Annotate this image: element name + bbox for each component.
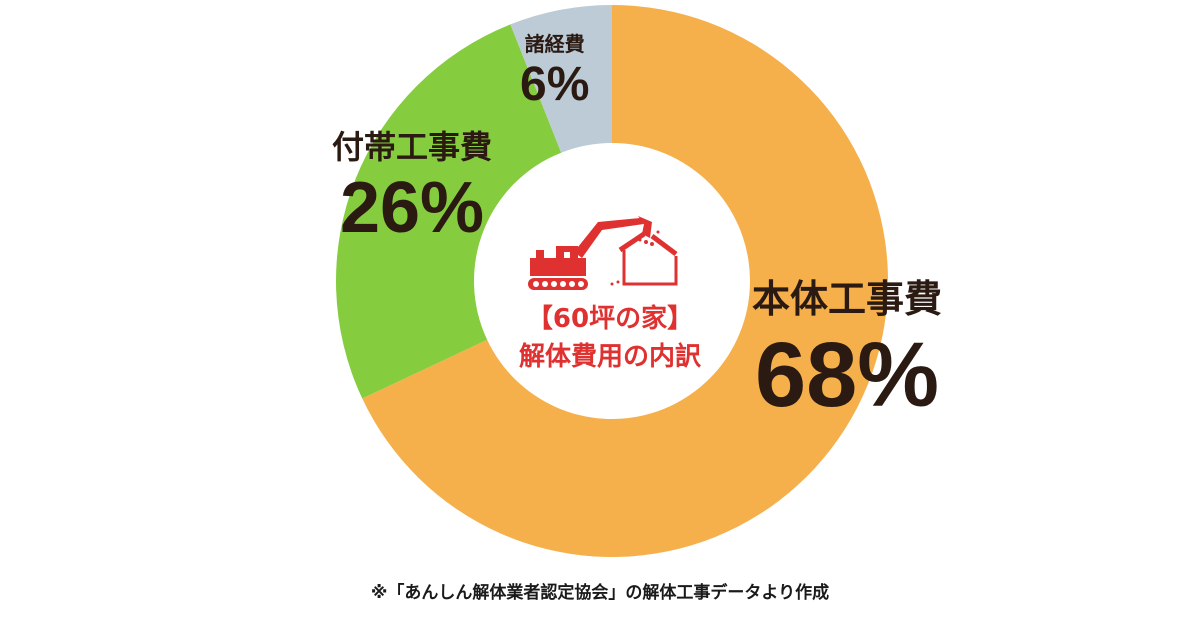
label-main-construction: 本体工事費 68%	[752, 277, 943, 426]
source-footnote: ※「あんしん解体業者認定協会」の解体工事データより作成	[370, 583, 830, 603]
donut-slice-2	[510, 5, 612, 153]
label-misc-expenses: 諸経費 6%	[520, 32, 590, 111]
label-ancillary-construction: 付帯工事費 26%	[332, 128, 493, 248]
donut-slice-1	[336, 24, 562, 399]
center-title: 【60坪の家】 解体費用の内訳	[518, 304, 701, 372]
excavator-demolishing-house-icon	[528, 216, 678, 290]
donut-slice-0	[362, 5, 889, 557]
